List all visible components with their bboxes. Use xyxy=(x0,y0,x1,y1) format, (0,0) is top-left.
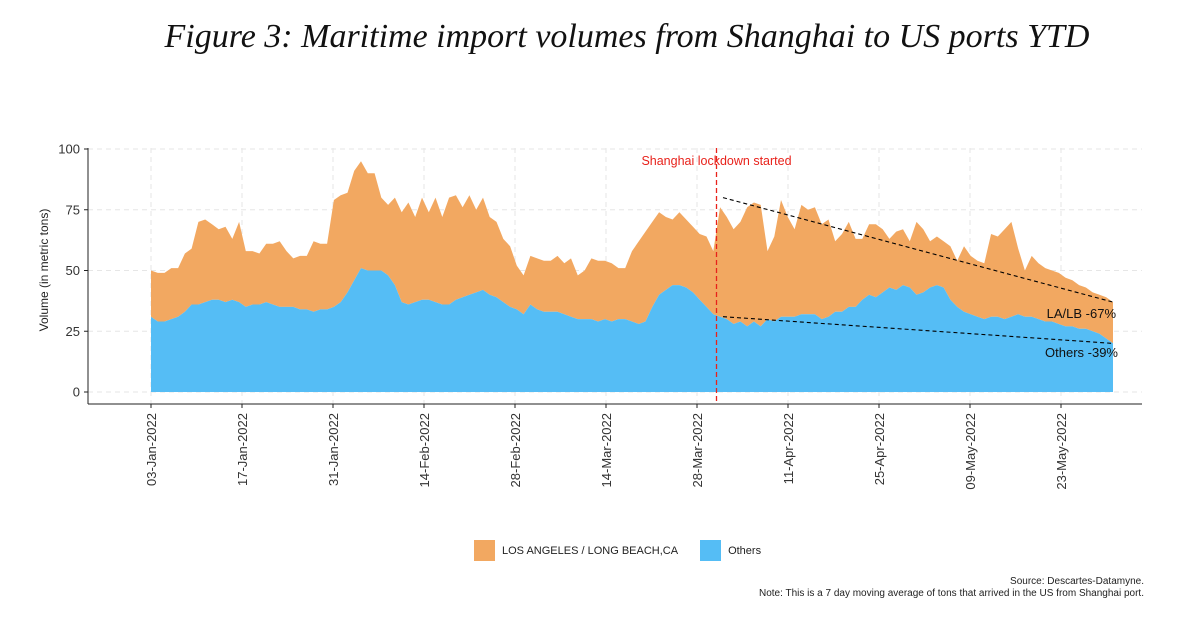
others-trend-line xyxy=(722,316,1114,344)
x-tick-label: 25-Apr-2022 xyxy=(872,413,887,485)
y-tick-label: 100 xyxy=(58,142,80,157)
x-tick-label: 14-Mar-2022 xyxy=(599,413,614,487)
lockdown-annotation-label: Shanghai lockdown started xyxy=(641,154,791,168)
legend-item-lalb: LOS ANGELES / LONG BEACH,CA xyxy=(474,540,678,561)
y-tick-label: 25 xyxy=(66,324,80,339)
legend-swatch-lalb xyxy=(474,540,495,561)
y-axis-label: Volume (in metric tons) xyxy=(37,209,51,332)
legend-label-others: Others xyxy=(728,544,762,557)
lalb-change-label: LA/LB -67% xyxy=(1047,306,1117,321)
others-change-label: Others -39% xyxy=(1045,345,1118,360)
note-line: Note: This is a 7 day moving average of … xyxy=(758,588,1144,599)
lalb-trend-line xyxy=(722,197,1114,303)
x-tick-label: 11-Apr-2022 xyxy=(781,413,796,484)
legend-item-others: Others xyxy=(700,540,761,561)
figure-title: Figure 3: Maritime import volumes from S… xyxy=(164,18,1090,55)
series-area-lalb xyxy=(151,161,1113,344)
legend-label-lalb: LOS ANGELES / LONG BEACH,CA xyxy=(502,544,679,557)
y-tick-label: 50 xyxy=(66,263,80,278)
y-tick-label: 0 xyxy=(73,385,80,400)
legend-swatch-others xyxy=(700,540,722,561)
x-tick-label: 03-Jan-2022 xyxy=(144,413,159,486)
x-tick-label: 23-May-2022 xyxy=(1054,413,1069,490)
x-tick-label: 28-Mar-2022 xyxy=(690,413,705,487)
x-tick-label: 14-Feb-2022 xyxy=(417,413,432,487)
source-line: Source: Descartes-Datamyne. xyxy=(1010,576,1144,587)
x-tick-label: 31-Jan-2022 xyxy=(326,413,341,486)
x-tick-label: 09-May-2022 xyxy=(963,413,978,490)
series-area-others xyxy=(151,268,1113,392)
x-tick-label: 17-Jan-2022 xyxy=(235,413,250,486)
x-tick-label: 28-Feb-2022 xyxy=(508,413,523,487)
source-note: Source: Descartes-Datamyne. Note: This i… xyxy=(759,576,1144,600)
legend: LOS ANGELES / LONG BEACH,CA Others xyxy=(474,540,783,561)
y-tick-label: 75 xyxy=(66,202,80,217)
